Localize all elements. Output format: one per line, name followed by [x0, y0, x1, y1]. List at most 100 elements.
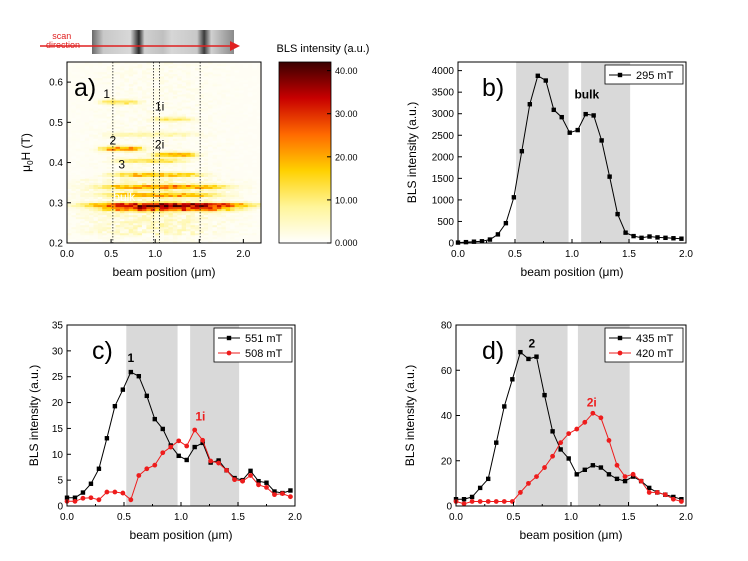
- heatmap-cell: [177, 156, 182, 159]
- heatmap-cell: [256, 210, 262, 214]
- heatmap-cell: [203, 166, 209, 169]
- heatmap-cell: [67, 70, 72, 73]
- heatmap-cell: [128, 72, 134, 75]
- heatmap-cell: [128, 240, 134, 244]
- heatmap-cell: [106, 182, 112, 185]
- heatmap-cell: [194, 112, 200, 115]
- heatmap-cell: [208, 154, 213, 157]
- data-point: [486, 476, 491, 482]
- heatmap-cell: [84, 188, 90, 192]
- heatmap-cell: [93, 232, 99, 236]
- heatmap-cell: [119, 228, 125, 232]
- heatmap-cell: [106, 134, 112, 137]
- heatmap-cell: [243, 188, 249, 192]
- y-tick-label: 3500: [432, 88, 455, 99]
- heatmap-cell: [238, 80, 244, 83]
- heatmap-cell: [133, 234, 138, 238]
- heatmap-cell: [225, 238, 231, 242]
- heatmap-cell: [89, 216, 94, 220]
- heatmap-cell: [106, 66, 112, 69]
- heatmap-cell: [199, 146, 204, 149]
- heatmap-cell: [133, 166, 138, 169]
- heatmap-cell: [84, 210, 90, 214]
- heatmap-cell: [124, 214, 130, 218]
- heatmap-cell: [119, 128, 125, 131]
- heatmap-cell: [137, 62, 143, 65]
- heatmap-cell: [71, 202, 77, 206]
- heatmap-cell: [119, 194, 125, 198]
- heatmap-cell: [203, 140, 209, 143]
- heatmap-cell: [181, 126, 187, 129]
- heatmap-cell: [225, 156, 231, 159]
- heatmap-cell: [124, 144, 130, 147]
- heatmap-cell: [190, 90, 196, 93]
- heatmap-cell: [181, 238, 187, 242]
- heatmap-cell: [181, 226, 187, 230]
- heatmap-cell: [133, 96, 138, 99]
- heatmap-cell: [93, 102, 99, 105]
- heatmap-cell: [155, 132, 160, 135]
- heatmap-cell: [159, 114, 165, 117]
- heatmap-cell: [194, 132, 200, 135]
- heatmap-cell: [93, 180, 99, 183]
- heatmap-cell: [124, 88, 130, 91]
- heatmap-cell: [186, 68, 191, 71]
- heatmap-cell: [212, 66, 218, 69]
- heatmap-cell: [128, 138, 134, 141]
- heatmap-cell: [80, 198, 85, 202]
- heatmap-cell: [155, 98, 160, 101]
- heatmap-cell: [186, 170, 191, 173]
- heatmap-cell: [133, 66, 138, 69]
- heatmap-cell: [89, 94, 94, 97]
- heatmap-cell: [203, 162, 209, 165]
- heatmap-cell: [124, 168, 130, 171]
- heatmap-cell: [93, 140, 99, 143]
- heatmap-cell: [203, 240, 209, 244]
- heatmap-cell: [164, 236, 169, 240]
- heatmap-cell: [133, 154, 138, 157]
- heatmap-cell: [146, 150, 152, 153]
- heatmap-cell: [102, 222, 107, 226]
- heatmap-cell: [159, 198, 165, 202]
- heatmap-cell: [128, 104, 134, 107]
- y-tick-label: 10: [52, 450, 64, 461]
- heatmap-cell: [216, 74, 222, 77]
- heatmap-cell: [208, 194, 213, 198]
- heatmap-cell: [190, 204, 196, 208]
- heatmap-cell: [199, 192, 204, 196]
- data-point: [96, 466, 102, 471]
- heatmap-cell: [199, 148, 204, 151]
- heatmap-cell: [203, 172, 209, 175]
- heatmap-cell: [216, 202, 222, 206]
- heatmap-cell: [208, 230, 213, 234]
- heatmap-cell: [119, 224, 125, 228]
- heatmap-cell: [124, 102, 130, 105]
- heatmap-cell: [102, 232, 107, 236]
- heatmap-cell: [80, 188, 85, 192]
- data-point: [120, 490, 126, 496]
- heatmap-cell: [93, 130, 99, 133]
- heatmap-cell: [115, 200, 121, 204]
- heatmap-cell: [243, 110, 249, 113]
- y-tick-label: 20: [52, 398, 64, 409]
- heatmap-cell: [212, 206, 218, 210]
- heatmap-cell: [168, 70, 174, 73]
- heatmap-cell: [106, 228, 112, 232]
- heatmap-cell: [190, 122, 196, 125]
- heatmap-cell: [159, 140, 165, 143]
- data-point: [461, 501, 467, 507]
- heatmap-cell: [80, 212, 85, 216]
- heatmap-cell: [75, 198, 81, 202]
- data-point: [112, 489, 118, 495]
- heatmap-cell: [128, 100, 134, 103]
- heatmap-cell: [199, 102, 204, 105]
- heatmap-cell: [97, 200, 103, 204]
- heatmap-cell: [181, 86, 187, 89]
- heatmap-cell: [155, 186, 160, 189]
- legend-marker: [226, 335, 232, 341]
- heatmap-cell: [234, 204, 240, 208]
- heatmap-cell: [102, 208, 107, 212]
- heatmap-cell: [115, 220, 121, 224]
- heatmap-cell: [194, 180, 200, 183]
